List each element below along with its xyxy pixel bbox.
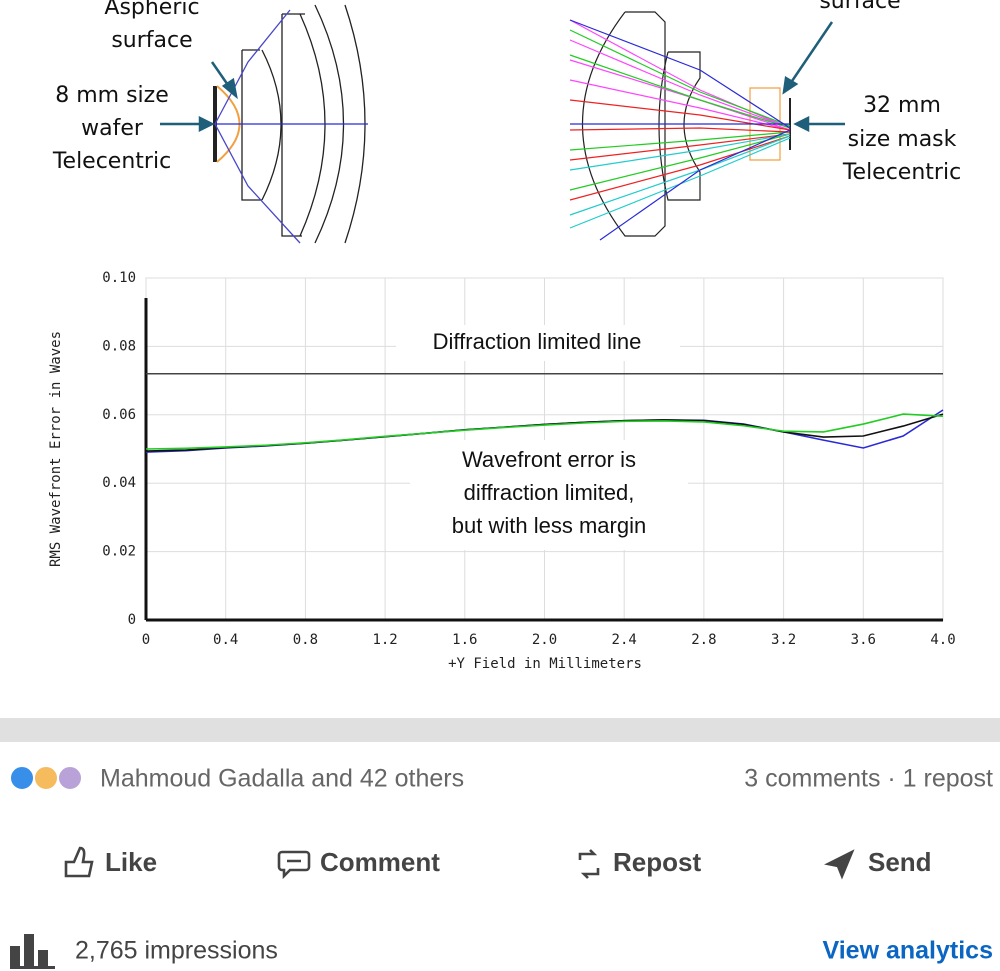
analytics-icon (10, 934, 55, 969)
action-icons (64, 846, 855, 880)
series-line (145, 413, 944, 450)
diagram-label: 32 mm (863, 93, 941, 118)
x-tick-label: 0.8 (293, 632, 318, 648)
repost-button[interactable]: Repost (613, 847, 701, 877)
like-button[interactable]: Like (105, 847, 157, 877)
callout-arrows (160, 21, 845, 133)
x-axis-title: +Y Field in Millimeters (448, 656, 642, 672)
diagram-label: Telecentric (52, 149, 171, 174)
reactions-text[interactable]: Mahmoud Gadalla and 42 others (100, 765, 464, 793)
engagement-text[interactable]: 3 comments · 1 repost (744, 765, 993, 793)
reference-label: Diffraction limited line (433, 329, 642, 354)
diagram-label: Telecentric (842, 160, 961, 185)
separator (0, 718, 1000, 742)
y-tick-label: 0 (128, 612, 136, 628)
y-axis-title: RMS Wavefront Error in Waves (48, 331, 64, 567)
x-tick-label: 2.8 (691, 632, 716, 648)
annotation: but with less margin (452, 513, 646, 538)
annotation-background (410, 440, 688, 550)
x-tick-label: 3.2 (771, 632, 796, 648)
x-tick-label: 1.2 (372, 632, 397, 648)
annotation: diffraction limited, (464, 480, 635, 505)
diagram-label: surface (111, 28, 192, 53)
y-tick-label: 0.08 (102, 338, 136, 354)
annotation: Wavefront error is (462, 447, 636, 472)
label-background (396, 325, 680, 361)
x-tick-label: 2.4 (612, 632, 637, 648)
impressions-text: 2,765 impressions (75, 937, 278, 965)
right-lens-diagram (569, 11, 791, 241)
y-tick-label: 0.02 (102, 544, 136, 560)
x-tick-label: 4.0 (930, 632, 955, 648)
diagram-label: surface (819, 0, 900, 14)
diagram-label: Aspheric (104, 0, 199, 20)
x-tick-label: 1.6 (452, 632, 477, 648)
diagram-label: wafer (81, 116, 144, 141)
y-tick-label: 0.06 (102, 407, 136, 423)
y-tick-label: 0.10 (102, 270, 136, 286)
diagram-label: size mask (848, 127, 957, 152)
y-tick-label: 0.04 (102, 475, 136, 491)
chart: RMS Wavefront Error in Waves +Y Field in… (48, 270, 956, 672)
x-tick-label: 0 (142, 632, 150, 648)
diagram-label: 8 mm size (55, 83, 169, 108)
view-analytics-link[interactable]: View analytics (823, 937, 993, 965)
x-tick-label: 2.0 (532, 632, 557, 648)
x-tick-label: 0.4 (213, 632, 238, 648)
reaction-icons (9, 765, 83, 791)
send-button[interactable]: Send (868, 847, 932, 877)
x-tick-label: 3.6 (851, 632, 876, 648)
comment-button[interactable]: Comment (320, 847, 440, 877)
left-lens-diagram (213, 4, 368, 244)
